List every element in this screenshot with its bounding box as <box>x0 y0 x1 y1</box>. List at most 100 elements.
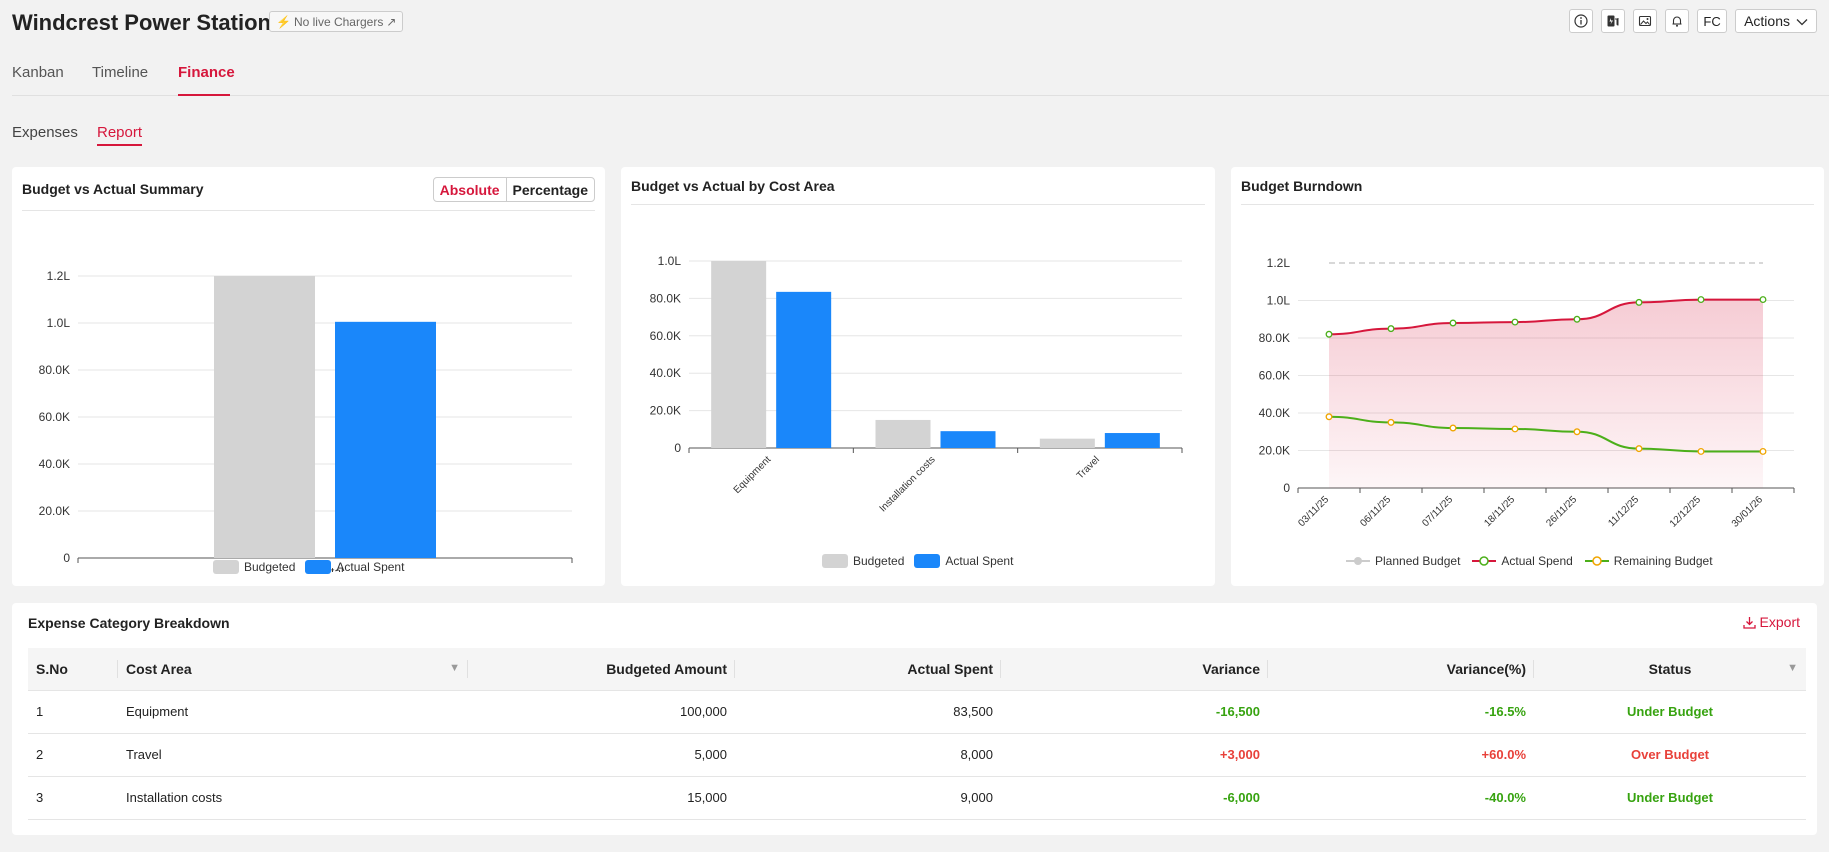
cell-cost-area: Installation costs <box>118 776 468 820</box>
actual-spent-bar <box>1104 433 1160 448</box>
x-tick-label: 18/11/25 <box>1482 494 1517 529</box>
cell-variance-pct: -40.0% <box>1268 776 1534 820</box>
x-tick-label: 26/11/25 <box>1544 494 1579 529</box>
cell-budgeted: 15,000 <box>468 776 735 820</box>
cell-status: Over Budget <box>1534 733 1806 777</box>
x-tick-label: 30/01/26 <box>1730 494 1766 530</box>
x-tick-label: 11/12/25 <box>1606 494 1641 529</box>
live-chargers-badge[interactable]: ⚡ No live Chargers ↗ <box>269 11 404 32</box>
col-budgeted: Budgeted Amount <box>468 648 735 691</box>
cell-actual: 8,000 <box>735 733 1001 777</box>
tab-finance[interactable]: Finance <box>178 64 235 81</box>
cost-area-chart-card: Budget vs Actual by Cost Area 0 20.0K 40.0… <box>621 167 1215 586</box>
table-row[interactable]: 2 Travel 5,000 8,000 +3,000 +60.0% Over … <box>28 733 1806 777</box>
tab-kanban[interactable]: Kanban <box>12 64 64 81</box>
legend-actual-spend[interactable]: Actual Spend <box>1472 554 1573 568</box>
col-label: Status <box>1648 660 1692 677</box>
y-tick-label: 0 <box>674 441 681 455</box>
charger-icon[interactable] <box>1601 9 1626 33</box>
actual-spend-point <box>1635 298 1643 306</box>
subtab-expenses[interactable]: Expenses <box>12 124 78 141</box>
y-tick-label: 20.0K <box>1259 444 1290 458</box>
cell-cost-area: Travel <box>118 733 468 777</box>
x-tick-label: Equipment <box>732 454 774 496</box>
x-tick-label: 12/12/25 <box>1668 494 1704 530</box>
x-tick-label: 06/11/25 <box>1358 494 1393 529</box>
cell-actual: 9,000 <box>735 776 1001 820</box>
y-tick-label: 60.0K <box>1259 369 1290 383</box>
y-tick-label: 1.2L <box>1267 256 1291 270</box>
cell-variance: -16,500 <box>1001 690 1268 734</box>
remaining-budget-point <box>1511 425 1519 433</box>
planned-line-swatch <box>1346 557 1370 565</box>
legend-budgeted[interactable]: Budgeted <box>213 560 295 574</box>
col-status[interactable]: Status ▼ <box>1534 648 1806 691</box>
tab-timeline[interactable]: Timeline <box>92 64 149 81</box>
summary-legend: Budgeted Actual Spent <box>213 560 404 574</box>
bell-icon[interactable] <box>1665 9 1690 33</box>
expense-breakdown-title: Expense Category Breakdown <box>28 615 230 631</box>
card-divider <box>22 210 595 211</box>
actual-spend-point <box>1759 296 1767 304</box>
legend-actual[interactable]: Actual Spent <box>305 560 404 574</box>
table-row[interactable]: 1 Equipment 100,000 83,500 -16,500 -16.5… <box>28 690 1806 734</box>
col-sno: S.No <box>28 648 118 691</box>
legend-planned[interactable]: Planned Budget <box>1346 554 1460 568</box>
legend-budgeted[interactable]: Budgeted <box>822 554 904 568</box>
x-tick-label: 07/11/25 <box>1420 494 1455 529</box>
legend-label: Actual Spent <box>336 560 405 574</box>
legend-actual[interactable]: Actual Spent <box>914 554 1013 568</box>
active-tab-indicator <box>178 94 230 96</box>
y-tick-label: 20.0K <box>39 504 70 518</box>
y-tick-label: 60.0K <box>39 410 70 424</box>
legend-label: Planned Budget <box>1375 554 1461 568</box>
info-icon[interactable] <box>1569 9 1594 33</box>
cell-budgeted: 100,000 <box>468 690 735 734</box>
remaining-budget-point <box>1573 428 1581 436</box>
burndown-chart-title: Budget Burndown <box>1241 178 1363 194</box>
user-avatar-button[interactable]: FC <box>1697 9 1728 33</box>
burndown-chart-card: Budget Burndown 0 20.0K 40.0K 60.0K 80.0K 1.0… <box>1231 167 1824 586</box>
cell-variance-pct: +60.0% <box>1268 733 1534 777</box>
y-tick-label: 1.0L <box>47 316 71 330</box>
absolute-toggle-button[interactable]: Absolute <box>434 178 507 201</box>
col-variance: Variance <box>1001 648 1268 691</box>
cell-budgeted: 5,000 <box>468 733 735 777</box>
cell-sno: 1 <box>28 690 118 734</box>
col-actual: Actual Spent <box>735 648 1001 691</box>
card-divider <box>1241 204 1814 205</box>
filter-icon[interactable]: ▼ <box>1787 662 1798 674</box>
actual-spend-point <box>1511 318 1519 326</box>
legend-remaining[interactable]: Remaining Budget <box>1584 554 1713 568</box>
col-variance-pct: Variance(%) <box>1268 648 1534 691</box>
expense-table: S.No Cost Area ▼ Budgeted Amount Actual S… <box>28 648 1806 820</box>
actual-spend-point <box>1697 296 1705 304</box>
col-cost-area[interactable]: Cost Area ▼ <box>118 648 468 691</box>
remaining-line-swatch <box>1584 556 1609 566</box>
remaining-budget-line <box>1328 415 1763 453</box>
live-chargers-label: No live Chargers <box>293 14 384 29</box>
y-tick-label: 40.0K <box>650 366 681 380</box>
export-button[interactable]: Export <box>1742 614 1800 630</box>
remaining-budget-point <box>1449 424 1457 432</box>
cost-area-legend: Budgeted Actual Spent <box>822 554 1013 568</box>
percentage-toggle-button[interactable]: Percentage <box>512 181 588 198</box>
filter-icon[interactable]: ▼ <box>449 662 460 674</box>
cell-sno: 2 <box>28 733 118 777</box>
subtab-report[interactable]: Report <box>97 124 143 146</box>
remaining-budget-point <box>1387 418 1395 426</box>
burndown-line-chart: 0 20.0K 40.0K 60.0K 80.0K 1.0L 1.2L 03/11/25 06/… <box>1259 256 1795 530</box>
actions-dropdown[interactable]: Actions <box>1735 9 1817 33</box>
cell-variance-pct: -16.5% <box>1268 690 1534 734</box>
table-row[interactable]: 3 Installation costs 15,000 9,000 -6,000… <box>28 776 1806 820</box>
x-tick-label: Installation costs <box>878 454 938 514</box>
y-tick-label: 0 <box>1283 481 1290 495</box>
header-actions: FC Actions <box>1569 9 1817 33</box>
page-title: Windcrest Power Station <box>12 10 271 35</box>
summary-chart-card: Budget vs Actual Summary Absolute Percen… <box>12 167 605 586</box>
image-icon[interactable] <box>1633 9 1658 33</box>
budgeted-bar <box>214 276 315 558</box>
y-tick-label: 40.0K <box>39 457 70 471</box>
y-tick-label: 20.0K <box>650 404 681 418</box>
